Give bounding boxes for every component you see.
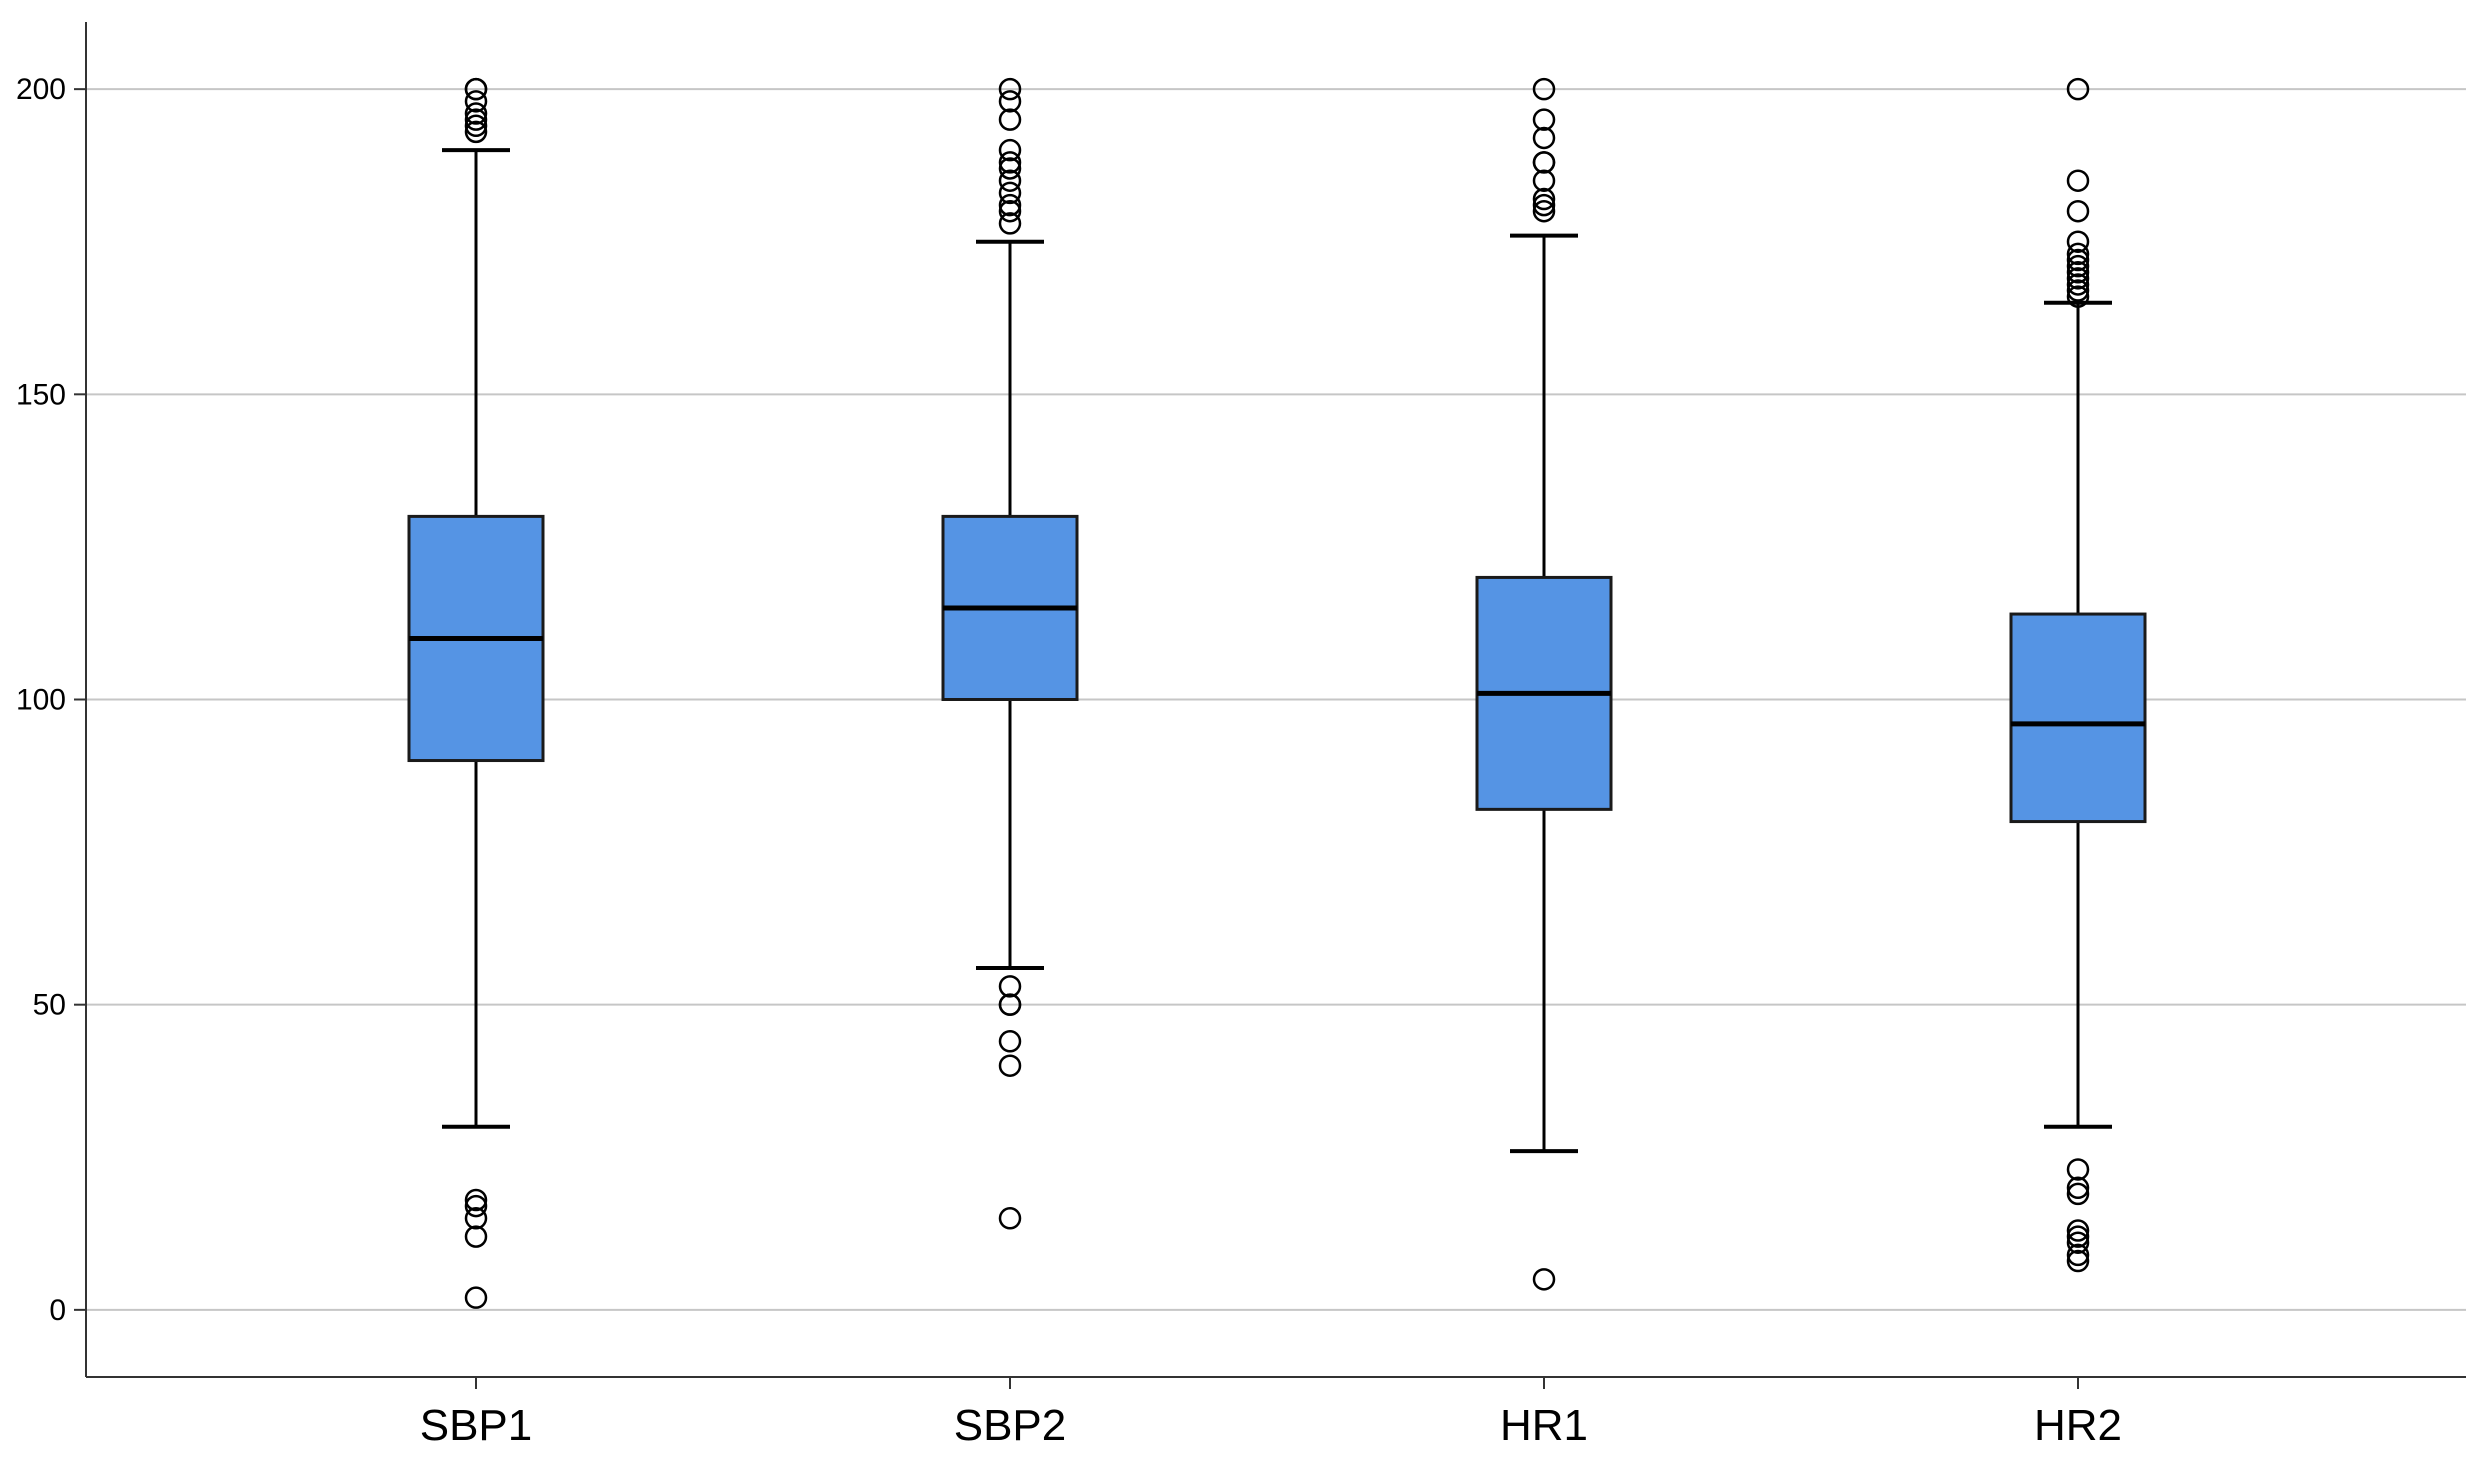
category-labels: SBP1 SBP2 HR1 HR2 bbox=[420, 1401, 2122, 1450]
outlier-sbp2-9 bbox=[998, 181, 1022, 205]
outlier-hr2-10 bbox=[2066, 273, 2090, 296]
y-tick-label-150: 150 bbox=[16, 378, 66, 411]
outlier-sbp2-14 bbox=[998, 108, 1022, 131]
outlier-sbp1-6 bbox=[464, 114, 488, 138]
outlier-hr1-1 bbox=[1532, 199, 1556, 223]
x-category-label-sbp2: SBP2 bbox=[954, 1401, 1067, 1450]
outlier-sbp1-4 bbox=[464, 1188, 488, 1212]
outlier-sbp2-6 bbox=[998, 212, 1022, 235]
y-tick-label-200: 200 bbox=[16, 73, 66, 106]
outlier-hr1-3 bbox=[1532, 187, 1556, 211]
outlier-hr1-4 bbox=[1532, 169, 1556, 192]
y-tick-labels: 0 50 100 150 200 bbox=[16, 73, 66, 1327]
box-hr1 bbox=[1475, 77, 1613, 1291]
x-category-label-sbp1: SBP1 bbox=[420, 1401, 533, 1450]
outlier-hr2-15 bbox=[2066, 242, 2090, 266]
outlier-hr1-9 bbox=[1532, 77, 1556, 101]
outlier-sbp1-9 bbox=[464, 90, 488, 113]
outlier-hr2-16 bbox=[2066, 230, 2090, 253]
outlier-hr2-7 bbox=[2066, 1158, 2090, 1181]
outlier-hr2-17 bbox=[2066, 199, 2090, 223]
outlier-sbp2-11 bbox=[998, 157, 1022, 180]
outlier-sbp1-0 bbox=[464, 1286, 488, 1309]
outlier-hr2-5 bbox=[2066, 1182, 2090, 1206]
outlier-sbp2-0 bbox=[998, 1207, 1022, 1230]
box-sbp2 bbox=[941, 77, 1079, 1230]
outlier-sbp2-12 bbox=[998, 151, 1022, 174]
y-tick-label-0: 0 bbox=[49, 1294, 66, 1327]
outlier-hr1-7 bbox=[1532, 126, 1556, 150]
outlier-hr2-13 bbox=[2066, 254, 2090, 278]
outlier-sbp1-11 bbox=[464, 77, 488, 101]
outlier-hr1-6 bbox=[1532, 151, 1556, 174]
x-category-label-hr1: HR1 bbox=[1500, 1401, 1588, 1450]
outlier-hr2-9 bbox=[2066, 279, 2090, 302]
box-hr2 bbox=[2009, 77, 2147, 1273]
outlier-hr2-0 bbox=[2066, 1249, 2090, 1273]
outlier-hr2-19 bbox=[2066, 77, 2090, 101]
x-category-label-hr2: HR2 bbox=[2034, 1401, 2122, 1450]
outlier-hr2-3 bbox=[2066, 1225, 2090, 1248]
outlier-sbp2-4 bbox=[998, 993, 1022, 1016]
outlier-sbp2-16 bbox=[998, 77, 1022, 101]
outlier-hr2-11 bbox=[2066, 267, 2090, 290]
outlier-sbp2-2 bbox=[998, 1030, 1022, 1053]
outlier-hr2-2 bbox=[2066, 1231, 2090, 1254]
outlier-hr2-18 bbox=[2066, 169, 2090, 192]
outlier-hr2-12 bbox=[2066, 260, 2090, 284]
outlier-sbp1-8 bbox=[464, 102, 488, 125]
outlier-hr1-2 bbox=[1532, 193, 1556, 217]
outlier-hr2-14 bbox=[2066, 248, 2090, 272]
iqr-box-hr2 bbox=[2009, 612, 2147, 824]
outlier-sbp1-1 bbox=[464, 1225, 488, 1248]
outlier-hr2-8 bbox=[2066, 285, 2090, 308]
boxes bbox=[407, 77, 2147, 1309]
y-tick-label-100: 100 bbox=[16, 684, 66, 717]
outlier-sbp1-3 bbox=[464, 1194, 488, 1218]
outlier-hr2-1 bbox=[2066, 1243, 2090, 1267]
outlier-sbp2-8 bbox=[998, 193, 1022, 217]
y-tick-label-50: 50 bbox=[33, 989, 66, 1022]
outlier-sbp2-10 bbox=[998, 169, 1022, 192]
axes bbox=[74, 22, 2466, 1389]
outlier-sbp2-7 bbox=[998, 199, 1022, 223]
outlier-sbp2-1 bbox=[998, 1054, 1022, 1077]
outlier-hr1-0 bbox=[1532, 1268, 1556, 1291]
outlier-sbp1-7 bbox=[464, 108, 488, 131]
outlier-sbp1-5 bbox=[464, 120, 488, 144]
outlier-hr2-6 bbox=[2066, 1176, 2090, 1200]
outlier-sbp2-15 bbox=[998, 90, 1022, 113]
outlier-hr2-4 bbox=[2066, 1219, 2090, 1242]
outlier-sbp1-2 bbox=[464, 1207, 488, 1230]
box-sbp1 bbox=[407, 77, 545, 1309]
outlier-hr1-8 bbox=[1532, 108, 1556, 131]
outlier-sbp2-5 bbox=[998, 975, 1022, 998]
outlier-sbp2-13 bbox=[998, 138, 1022, 162]
